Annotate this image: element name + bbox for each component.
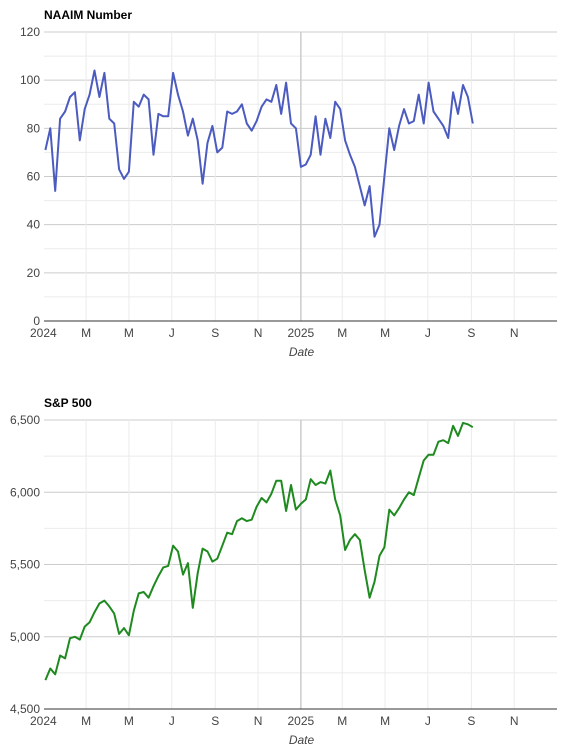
x-tick-label: 2024 xyxy=(30,326,57,340)
y-tick-label: 60 xyxy=(27,170,41,184)
x-axis-label: Date xyxy=(289,345,315,359)
y-tick-label: 5,500 xyxy=(10,558,40,572)
x-tick-label: N xyxy=(254,326,263,340)
x-tick-label: M xyxy=(81,714,91,728)
x-tick-label: M xyxy=(81,326,91,340)
x-tick-label: J xyxy=(169,326,175,340)
x-tick-label: S xyxy=(211,714,219,728)
x-tick-label: M xyxy=(380,714,390,728)
y-tick-label: 20 xyxy=(27,266,41,280)
x-tick-label: S xyxy=(467,326,475,340)
x-tick-label: M xyxy=(380,326,390,340)
x-tick-label: N xyxy=(510,714,519,728)
x-tick-label: M xyxy=(124,326,134,340)
y-tick-label: 0 xyxy=(33,314,40,328)
y-tick-label: 4,500 xyxy=(10,702,40,716)
chart-title: S&P 500 xyxy=(44,396,92,410)
y-tick-label: 40 xyxy=(27,218,41,232)
x-tick-label: 2025 xyxy=(287,714,314,728)
y-tick-label: 6,000 xyxy=(10,485,40,499)
x-tick-label: N xyxy=(254,714,263,728)
y-tick-label: 5,000 xyxy=(10,630,40,644)
y-tick-label: 6,500 xyxy=(10,413,40,427)
x-tick-label: 2025 xyxy=(287,326,314,340)
x-axis-label: Date xyxy=(289,733,315,745)
x-tick-label: J xyxy=(425,714,431,728)
series-line xyxy=(44,421,474,681)
x-tick-label: M xyxy=(124,714,134,728)
x-tick-label: S xyxy=(211,326,219,340)
x-tick-label: S xyxy=(467,714,475,728)
y-tick-label: 120 xyxy=(20,25,40,39)
naaim-chart: NAAIM Number 0 20 40 60 80 100 120 2024 M M J S N 202… xyxy=(20,8,557,359)
y-tick-label: 80 xyxy=(27,121,41,135)
x-tick-label: J xyxy=(169,714,175,728)
chart-title: NAAIM Number xyxy=(44,8,132,22)
x-tick-label: 2024 xyxy=(30,714,57,728)
x-tick-label: M xyxy=(337,714,347,728)
sp500-chart: S&P 500 4,500 5,000 5,500 6,000 6,500 2024 M M J… xyxy=(10,396,557,745)
y-tick-label: 100 xyxy=(20,73,40,87)
x-tick-label: N xyxy=(510,326,519,340)
x-tick-label: J xyxy=(425,326,431,340)
series-line xyxy=(44,69,474,238)
x-tick-label: M xyxy=(337,326,347,340)
